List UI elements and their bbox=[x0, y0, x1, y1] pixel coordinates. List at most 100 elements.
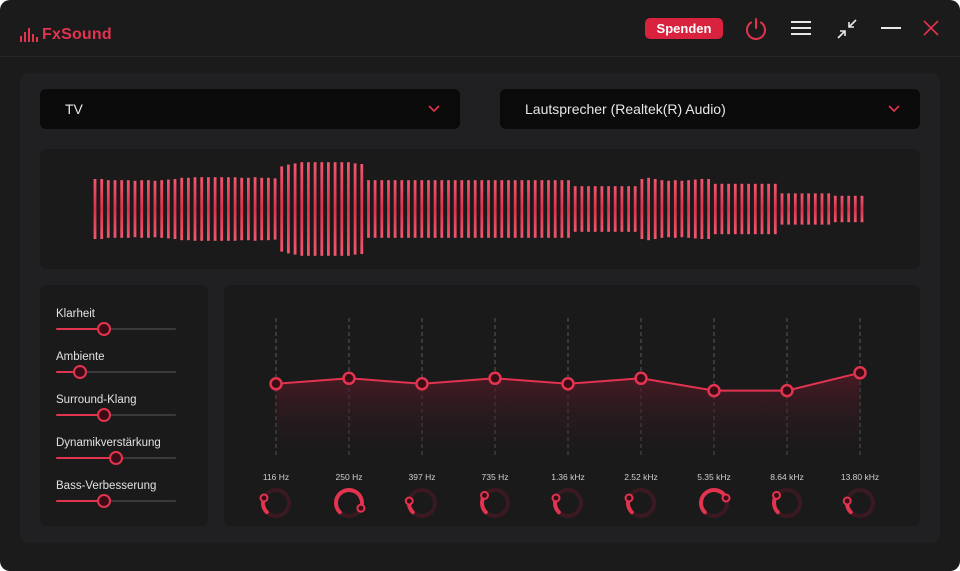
logo-bars-icon bbox=[20, 28, 38, 42]
visualizer-bar bbox=[440, 180, 444, 238]
visualizer-bar bbox=[740, 183, 744, 235]
visualizer-bar bbox=[687, 180, 690, 238]
visualizer-bar bbox=[747, 183, 750, 235]
visualizer-bar bbox=[487, 180, 490, 238]
visualizer-bar bbox=[793, 193, 797, 225]
output-device-dropdown[interactable]: Lautsprecher (Realtek(R) Audio) bbox=[500, 89, 920, 129]
visualizer-bar bbox=[613, 186, 617, 232]
visualizer-bar bbox=[280, 166, 284, 252]
visualizer-bar bbox=[313, 162, 317, 256]
power-icon[interactable] bbox=[743, 16, 769, 42]
effect-slider[interactable] bbox=[56, 365, 176, 379]
close-icon[interactable] bbox=[922, 19, 940, 37]
visualizer-bar bbox=[153, 180, 157, 238]
donate-button[interactable]: Spenden bbox=[645, 18, 723, 39]
minimize-view-icon[interactable] bbox=[836, 18, 858, 40]
eq-band-handle[interactable] bbox=[488, 371, 502, 386]
eq-band-knob[interactable] bbox=[259, 488, 291, 518]
visualizer-bar bbox=[580, 186, 584, 232]
eq-band-knob[interactable] bbox=[772, 488, 802, 518]
eq-band-knob[interactable] bbox=[842, 488, 875, 518]
visualizer-bar bbox=[467, 180, 470, 238]
visualizer-bar bbox=[567, 180, 570, 238]
visualizer-bar bbox=[753, 183, 757, 235]
app-logo: FxSound bbox=[20, 26, 112, 44]
eq-band-knob[interactable] bbox=[480, 488, 510, 518]
eq-frequency-label: 250 Hz bbox=[335, 472, 363, 482]
visualizer-bar bbox=[853, 195, 857, 223]
visualizer-bar bbox=[373, 180, 377, 238]
eq-band-handle[interactable] bbox=[780, 383, 794, 398]
effects-panel: Klarheit Ambiente Surround-Klang Dynamikver… bbox=[40, 285, 208, 526]
effect-slider[interactable] bbox=[56, 451, 176, 465]
effect-label: Dynamikverstärkung bbox=[56, 437, 161, 449]
effect-label: Bass-Verbesserung bbox=[56, 480, 157, 492]
minimize-icon[interactable] bbox=[880, 20, 902, 36]
effect-slider[interactable] bbox=[56, 494, 176, 508]
effect-slider-handle[interactable] bbox=[97, 322, 111, 336]
visualizer-bar bbox=[393, 180, 397, 238]
eq-band-knob[interactable] bbox=[334, 488, 366, 518]
visualizer-bar bbox=[840, 195, 844, 223]
effect-slider-handle[interactable] bbox=[73, 365, 87, 379]
visualizer-bar bbox=[560, 180, 564, 238]
effect-slider[interactable] bbox=[56, 408, 176, 422]
visualizer-bar bbox=[587, 186, 590, 232]
visualizer-bar bbox=[693, 179, 697, 239]
effect-slider[interactable] bbox=[56, 322, 176, 336]
visualizer-bar bbox=[300, 162, 304, 256]
visualizer-bar bbox=[147, 180, 150, 238]
eq-frequency-label: 116 Hz bbox=[262, 472, 290, 482]
effect-label: Ambiente bbox=[56, 351, 105, 363]
eq-frequency-label: 1.36 kHz bbox=[551, 472, 585, 482]
eq-band-handle[interactable] bbox=[561, 377, 575, 391]
visualizer-bar bbox=[780, 193, 784, 225]
eq-band-handle[interactable] bbox=[634, 371, 648, 386]
visualizer-bar bbox=[673, 180, 677, 238]
output-device-selected-label: Lautsprecher (Realtek(R) Audio) bbox=[525, 101, 726, 117]
visualizer-bar bbox=[540, 180, 544, 238]
visualizer-bar bbox=[807, 193, 810, 225]
visualizer-bar bbox=[227, 177, 230, 241]
effect-slider-fill bbox=[56, 371, 80, 373]
visualizer-bar bbox=[633, 186, 637, 232]
eq-band-handle[interactable] bbox=[342, 371, 356, 386]
visualizer-bar bbox=[647, 177, 650, 241]
visualizer-bar bbox=[173, 179, 177, 239]
eq-frequency-label: 397 Hz bbox=[408, 472, 436, 482]
visualizer-bar bbox=[607, 186, 610, 232]
visualizer-bar bbox=[733, 183, 737, 235]
visualizer-bar bbox=[380, 180, 384, 238]
eq-band-knob[interactable] bbox=[624, 488, 656, 518]
eq-band-knob[interactable] bbox=[404, 488, 437, 518]
visualizer-bar bbox=[233, 177, 237, 241]
eq-band-handle[interactable] bbox=[269, 377, 283, 391]
visualizer-bar bbox=[427, 180, 430, 238]
visualizer-bar bbox=[727, 183, 730, 235]
preset-dropdown[interactable]: TV bbox=[40, 89, 460, 129]
eq-band-handle[interactable] bbox=[707, 383, 721, 398]
visualizer-bar bbox=[126, 180, 130, 238]
effect-label: Klarheit bbox=[56, 308, 95, 320]
eq-band-knob[interactable] bbox=[551, 488, 583, 518]
visualizer-bar bbox=[387, 180, 390, 238]
visualizer-bar bbox=[660, 180, 664, 238]
effect-slider-handle[interactable] bbox=[97, 494, 111, 508]
effect-slider-handle[interactable] bbox=[97, 408, 111, 422]
visualizer-bar bbox=[500, 180, 504, 238]
visualizer-bar bbox=[460, 180, 464, 238]
visualizer-bar bbox=[120, 180, 124, 238]
eq-band-handle[interactable] bbox=[853, 366, 867, 380]
menu-icon[interactable] bbox=[790, 20, 812, 36]
equalizer-panel: 116 Hz 250 Hz 397 Hz 735 Hz 1.36 kHz 2.52 kHz… bbox=[224, 285, 920, 526]
visualizer-bar bbox=[207, 177, 210, 241]
eq-frequency-label: 13.80 kHz bbox=[840, 472, 880, 482]
visualizer-bar bbox=[640, 179, 644, 239]
eq-band-knob[interactable] bbox=[699, 488, 731, 518]
visualizer-bar bbox=[360, 164, 364, 254]
effect-slider-handle[interactable] bbox=[109, 451, 123, 465]
visualizer-bar bbox=[700, 179, 704, 239]
effect-label: Surround-Klang bbox=[56, 394, 137, 406]
eq-band-handle[interactable] bbox=[415, 377, 429, 391]
visualizer-bar bbox=[620, 186, 624, 232]
